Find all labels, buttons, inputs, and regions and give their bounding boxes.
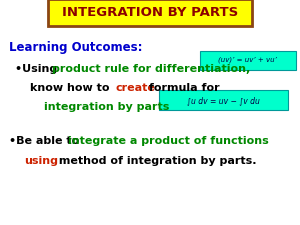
Text: •Using: •Using bbox=[15, 64, 61, 74]
Text: •Be able to: •Be able to bbox=[9, 136, 83, 146]
Text: formula for: formula for bbox=[145, 83, 220, 93]
Text: Learning Outcomes:: Learning Outcomes: bbox=[9, 40, 142, 54]
Text: integrate a product of functions: integrate a product of functions bbox=[68, 136, 268, 146]
Text: INTEGRATION BY PARTS: INTEGRATION BY PARTS bbox=[62, 6, 238, 19]
FancyBboxPatch shape bbox=[200, 51, 296, 70]
Text: method of integration by parts.: method of integration by parts. bbox=[55, 156, 256, 166]
FancyBboxPatch shape bbox=[48, 0, 252, 26]
Text: ∫u dv = uv − ∫v du: ∫u dv = uv − ∫v du bbox=[187, 96, 260, 105]
Text: (uv)’ = uv’ + vu’: (uv)’ = uv’ + vu’ bbox=[218, 57, 277, 63]
Text: using: using bbox=[24, 156, 58, 166]
Text: create: create bbox=[115, 83, 155, 93]
Text: product rule for differentiation,: product rule for differentiation, bbox=[52, 64, 251, 74]
Text: integration by parts: integration by parts bbox=[44, 102, 169, 112]
FancyBboxPatch shape bbox=[159, 90, 288, 110]
Text: know how to: know how to bbox=[30, 83, 113, 93]
